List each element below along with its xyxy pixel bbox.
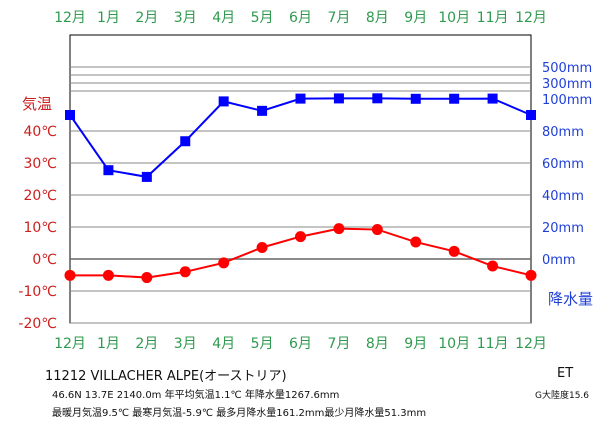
month-label-bottom: 1月 [97, 336, 120, 352]
station-info-line1: 46.6N 13.7E 2140.0m 年平均気温1.1℃ 年降水量1267.6… [52, 390, 340, 401]
month-label-top: 11月 [477, 10, 509, 26]
chart-grid [69, 34, 532, 324]
month-label-bottom: 4月 [212, 336, 235, 352]
precipitation-point [487, 93, 498, 104]
temperature-series [64, 223, 537, 284]
month-label-top: 2月 [135, 10, 158, 26]
precipitation-point [180, 136, 191, 147]
precipitation-point [257, 105, 268, 116]
temperature-point [371, 224, 383, 236]
temperature-axis-title: 気温 [22, 95, 52, 113]
temperature-axis: -20℃ -10℃ 0℃ 10℃ 20℃ 30℃ 40℃ [18, 124, 57, 332]
month-label-top: 6月 [289, 10, 312, 26]
climate-code: ET [557, 366, 574, 381]
month-label-bottom: 7月 [327, 336, 350, 352]
precipitation-point [141, 171, 152, 182]
temperature-point [448, 245, 460, 257]
month-label-bottom: 9月 [404, 336, 427, 352]
temperature-point [256, 241, 268, 253]
temperature-point [218, 257, 230, 269]
precipitation-tick-label: 40mm [542, 189, 584, 204]
temperature-point [102, 269, 114, 281]
temperature-tick-label: -20℃ [18, 316, 57, 332]
month-label-top: 3月 [174, 10, 197, 26]
station-title: 11212 VILLACHER ALPE(オーストリア) [45, 369, 287, 384]
month-label-bottom: 11月 [477, 336, 509, 352]
temperature-tick-label: 40℃ [23, 124, 57, 140]
station-info-line2: 最暖月気温9.5℃ 最寒月気温-5.9℃ 最多月降水量161.2mm最少月降水量… [52, 408, 427, 419]
month-label-top: 12月 [515, 10, 547, 26]
precipitation-tick-label: 500mm [542, 61, 592, 76]
temperature-tick-label: -10℃ [18, 284, 57, 300]
temperature-tick-label: 30℃ [23, 156, 57, 172]
month-label-top: 9月 [404, 10, 427, 26]
precipitation-point [410, 93, 421, 104]
precipitation-point [449, 93, 460, 104]
precipitation-tick-label: 300mm [542, 77, 592, 92]
continentality-index: G大陸度15.6 [535, 391, 590, 401]
month-label-top: 7月 [327, 10, 350, 26]
month-label-top: 1月 [97, 10, 120, 26]
precipitation-tick-label: 80mm [542, 125, 584, 140]
temperature-tick-label: 10℃ [23, 220, 57, 236]
precipitation-tick-label: 100mm [542, 93, 592, 108]
temperature-point [525, 269, 537, 281]
temperature-point [64, 269, 76, 281]
precipitation-series [65, 93, 536, 182]
temperature-point [141, 272, 153, 284]
temperature-tick-label: 20℃ [23, 188, 57, 204]
month-label-top: 4月 [212, 10, 235, 26]
temperature-point [487, 260, 499, 272]
month-label-bottom: 8月 [366, 336, 389, 352]
month-label-bottom: 12月 [515, 336, 547, 352]
precipitation-point [103, 165, 114, 176]
precipitation-tick-label: 0mm [542, 253, 576, 268]
month-label-bottom: 3月 [174, 336, 197, 352]
plot-frame [69, 34, 532, 324]
top-month-axis: 12月 1月 2月 3月 4月 5月 6月 7月 8月 9月 10月 11月 12月 [54, 10, 547, 26]
temperature-point [333, 223, 345, 235]
month-label-top: 8月 [366, 10, 389, 26]
precipitation-point [372, 93, 383, 104]
month-label-bottom: 10月 [438, 336, 470, 352]
month-label-bottom: 2月 [135, 336, 158, 352]
precipitation-point [295, 93, 306, 104]
temperature-point [410, 236, 422, 248]
month-label-bottom: 12月 [54, 336, 86, 352]
month-label-top: 10月 [438, 10, 470, 26]
precipitation-line [69, 97, 532, 178]
precipitation-point [333, 93, 344, 104]
precipitation-tick-label: 20mm [542, 221, 584, 236]
temperature-point [295, 231, 306, 243]
month-label-bottom: 6月 [289, 336, 312, 352]
temperature-tick-label: 0℃ [32, 252, 57, 268]
month-label-top: 12月 [54, 10, 86, 26]
precipitation-tick-label: 60mm [542, 157, 584, 172]
precipitation-point [218, 96, 229, 107]
bottom-month-axis: 12月 1月 2月 3月 4月 5月 6月 7月 8月 9月 10月 11月 12月 [54, 336, 547, 352]
precipitation-point [65, 110, 75, 120]
month-label-top: 5月 [251, 10, 274, 26]
precipitation-axis-title: 降水量 [548, 290, 593, 308]
month-label-bottom: 5月 [251, 336, 274, 352]
precipitation-point [526, 110, 536, 120]
temperature-point [179, 266, 191, 278]
